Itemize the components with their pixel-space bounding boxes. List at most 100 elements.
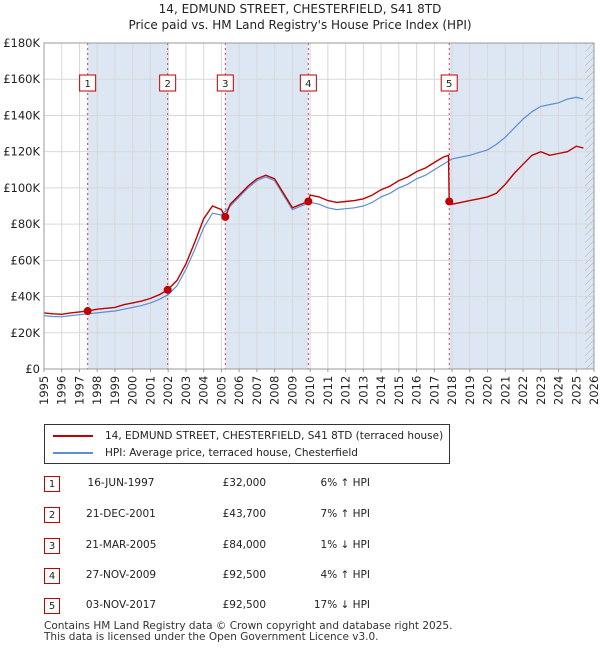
sale-badge-label: 3 bbox=[222, 79, 228, 90]
x-tick-label: 2018 bbox=[445, 376, 459, 405]
property-series-line bbox=[43, 145, 584, 316]
sale-date: 03-NOV-2017 bbox=[85, 599, 157, 611]
x-tick-label: 2003 bbox=[179, 376, 193, 405]
y-tick-label: £60K bbox=[11, 253, 41, 267]
shade-band bbox=[449, 43, 594, 369]
sale-badge-label: 2 bbox=[164, 79, 170, 90]
sale-number-badge: 5 bbox=[44, 598, 60, 614]
sale-number-badge: 4 bbox=[44, 568, 60, 584]
y-tick-label: £120K bbox=[3, 145, 40, 159]
sale-price: £84,000 bbox=[222, 539, 266, 551]
x-tick-label: 2020 bbox=[481, 376, 495, 405]
sale-badges: 1 2 3 4 5 bbox=[79, 74, 458, 92]
hpi-series-line bbox=[43, 96, 584, 318]
y-tick-label: £20K bbox=[11, 326, 41, 340]
sale-badge-box bbox=[159, 74, 177, 92]
table-row: 1 16-JUN-1997 £32,000 6% ↑ HPI bbox=[0, 476, 600, 496]
x-tick-label: 2023 bbox=[534, 376, 548, 405]
legend-label-hpi: HPI: Average price, terraced house, Ches… bbox=[105, 447, 358, 459]
x-tick-label: 2007 bbox=[250, 376, 264, 405]
x-tick-label: 2009 bbox=[285, 376, 299, 405]
y-tick-label: £80K bbox=[11, 217, 41, 231]
legend-label-property: 14, EDMUND STREET, CHESTERFIELD, S41 8TD… bbox=[105, 430, 444, 442]
legend-item-property: 14, EDMUND STREET, CHESTERFIELD, S41 8TD… bbox=[53, 428, 443, 444]
sale-price: £92,500 bbox=[222, 599, 266, 611]
sale-badge-box bbox=[440, 74, 458, 92]
footer-line-1: Contains HM Land Registry data © Crown c… bbox=[44, 620, 453, 632]
footer-attribution: Contains HM Land Registry data © Crown c… bbox=[44, 621, 452, 643]
chart-subtitle: Price paid vs. HM Land Registry's House … bbox=[128, 18, 471, 32]
x-tick-label: 1997 bbox=[72, 376, 86, 405]
legend: 14, EDMUND STREET, CHESTERFIELD, S41 8TD… bbox=[44, 424, 450, 464]
x-tick-label: 2004 bbox=[197, 376, 211, 405]
sale-point bbox=[163, 285, 172, 294]
x-tick-label: 2021 bbox=[498, 376, 512, 405]
y-tick-label: £140K bbox=[3, 108, 40, 122]
sale-number-badge: 2 bbox=[44, 507, 60, 523]
x-tick-label: 2002 bbox=[161, 376, 175, 405]
y-tick-label: £160K bbox=[3, 72, 40, 86]
legend-swatch-property bbox=[53, 435, 93, 437]
sale-badge: 5 bbox=[440, 74, 458, 92]
sale-number-badge: 3 bbox=[44, 538, 60, 554]
y-axis-ticks: £0 £20K £40K £60K £80K £100K £120K £140K £160K £1… bbox=[3, 36, 40, 376]
x-tick-label: 2016 bbox=[410, 376, 424, 405]
sale-point bbox=[221, 212, 230, 221]
sale-badge-box bbox=[79, 74, 97, 92]
y-tick-label: £100K bbox=[3, 181, 40, 195]
sale-badge-label: 1 bbox=[84, 79, 90, 90]
sale-badge-box bbox=[299, 74, 317, 92]
sale-price: £43,700 bbox=[222, 508, 266, 520]
x-tick-label: 2008 bbox=[268, 376, 282, 405]
sale-point bbox=[83, 307, 92, 316]
x-tick-label: 1999 bbox=[108, 376, 122, 405]
sale-hpi-change: 17% ↓ HPI bbox=[313, 599, 370, 611]
sale-point bbox=[304, 197, 313, 206]
x-tick-label: 2010 bbox=[303, 376, 317, 405]
sale-badge-box bbox=[216, 74, 234, 92]
x-tick-label: 2014 bbox=[374, 376, 388, 405]
footer-line-2: This data is licensed under the Open Gov… bbox=[44, 631, 379, 643]
forecast-hatch bbox=[585, 43, 594, 369]
sale-hpi-change: 6% ↑ HPI bbox=[320, 477, 370, 489]
y-tick-label: £180K bbox=[3, 36, 40, 50]
x-axis-ticks: 1995 1996 1997 1998 1999 2000 2001 2002 2003 2004… bbox=[37, 369, 600, 405]
sale-badge: 3 bbox=[216, 74, 234, 92]
sale-date: 27-NOV-2009 bbox=[85, 569, 157, 581]
table-row: 2 21-DEC-2001 £43,700 7% ↑ HPI bbox=[0, 507, 600, 527]
sale-badge-label: 4 bbox=[305, 79, 311, 90]
sale-hpi-change: 7% ↑ HPI bbox=[320, 508, 370, 520]
x-tick-label: 2024 bbox=[552, 376, 566, 405]
x-tick-label: 2012 bbox=[339, 376, 353, 405]
sale-date: 16-JUN-1997 bbox=[87, 477, 155, 489]
x-tick-label: 2011 bbox=[321, 376, 335, 405]
x-tick-label: 2022 bbox=[516, 376, 530, 405]
sale-price: £92,500 bbox=[222, 569, 266, 581]
price-chart: 14, EDMUND STREET, CHESTERFIELD, S41 8TD… bbox=[3, 2, 600, 405]
sale-number-badge: 1 bbox=[44, 476, 60, 492]
sale-period-shading bbox=[87, 43, 594, 369]
legend-swatch-hpi bbox=[53, 452, 93, 454]
table-row: 3 21-MAR-2005 £84,000 1% ↓ HPI bbox=[0, 538, 600, 558]
y-tick-label: £0 bbox=[25, 362, 40, 376]
x-tick-label: 2025 bbox=[569, 376, 583, 405]
x-tick-label: 2015 bbox=[392, 376, 406, 405]
x-tick-label: 2017 bbox=[427, 376, 441, 405]
sale-point bbox=[445, 197, 454, 206]
sale-badge: 4 bbox=[299, 74, 317, 92]
sale-date: 21-MAR-2005 bbox=[85, 539, 157, 551]
sale-points bbox=[83, 197, 454, 316]
x-tick-label: 2026 bbox=[587, 376, 600, 405]
sale-date: 21-DEC-2001 bbox=[86, 508, 156, 520]
x-tick-label: 2005 bbox=[214, 376, 228, 405]
x-tick-label: 1996 bbox=[55, 376, 69, 405]
legend-item-hpi: HPI: Average price, terraced house, Ches… bbox=[53, 445, 358, 461]
shade-band bbox=[87, 43, 168, 369]
sale-price: £32,000 bbox=[222, 477, 266, 489]
x-tick-label: 1998 bbox=[90, 376, 104, 405]
y-tick-label: £40K bbox=[11, 290, 41, 304]
plot-frame bbox=[43, 42, 595, 370]
x-tick-label: 2006 bbox=[232, 376, 246, 405]
sale-hpi-change: 1% ↓ HPI bbox=[320, 539, 370, 551]
x-tick-label: 2000 bbox=[126, 376, 140, 405]
